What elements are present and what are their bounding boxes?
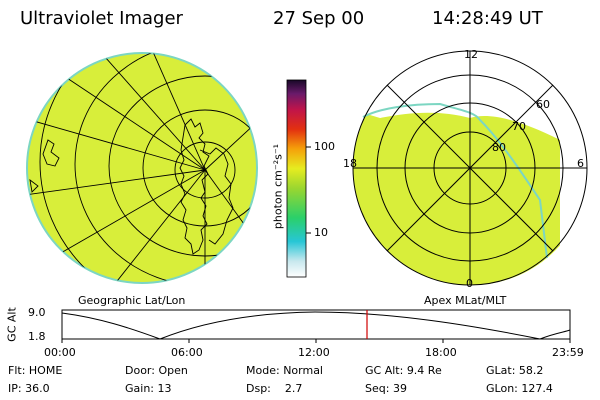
time-label: 14:28:49 UT — [432, 8, 543, 29]
status-flt: Flt: HOME — [8, 364, 63, 377]
colorbar-tick: 10 — [314, 226, 328, 239]
status-ip: IP: 36.0 — [8, 382, 50, 395]
status-mode: Mode: Normal — [246, 364, 323, 377]
polar-caption: Apex MLat/MLT — [424, 294, 507, 307]
mlt-label-12: 12 — [464, 48, 478, 61]
alt-ytick: 9.0 — [28, 306, 46, 319]
colorbar-tick: 100 — [314, 140, 335, 153]
mlt-label-0: 0 — [466, 277, 473, 290]
app-title: Ultraviolet Imager — [20, 8, 183, 29]
lat-label: 70 — [512, 120, 526, 133]
colorbar-label: photon cm⁻²s⁻¹ — [271, 143, 285, 230]
status-glat: GLat: 58.2 — [486, 364, 544, 377]
status-glon: GLon: 127.4 — [486, 382, 553, 395]
alt-xtick: 06:00 — [171, 346, 203, 359]
status-gc-alt: GC Alt: 9.4 Re — [365, 364, 442, 377]
polar-map — [352, 50, 588, 286]
geographic-map — [26, 52, 258, 284]
alt-ylabel: GC Alt — [5, 307, 19, 342]
lat-label: 60 — [536, 98, 550, 111]
geo-caption: Geographic Lat/Lon — [78, 294, 186, 307]
status-seq: Seq: 39 — [365, 382, 407, 395]
mlt-label-18: 18 — [343, 157, 357, 170]
mlt-label-6: 6 — [577, 157, 584, 170]
date-label: 27 Sep 00 — [273, 8, 365, 29]
status-gain: Gain: 13 — [125, 382, 172, 395]
alt-xtick: 18:00 — [425, 346, 457, 359]
alt-xtick: 23:59 — [552, 346, 584, 359]
altitude-plot — [61, 309, 571, 343]
status-door: Door: Open — [125, 364, 188, 377]
lat-label: 80 — [492, 141, 506, 154]
alt-ytick: 1.8 — [28, 330, 46, 343]
colorbar — [286, 79, 311, 278]
status-dsp: Dsp: 2.7 — [246, 382, 303, 395]
alt-xtick: 00:00 — [44, 346, 76, 359]
alt-xtick: 12:00 — [298, 346, 330, 359]
